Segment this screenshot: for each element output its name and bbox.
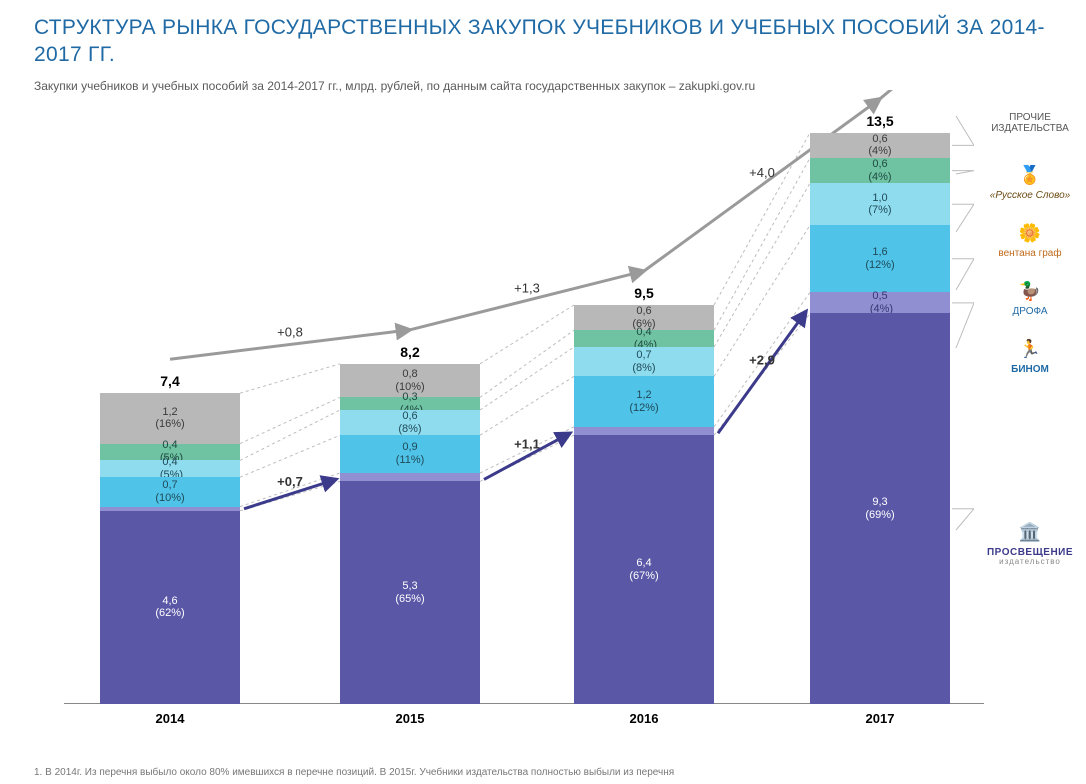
legend-item-binom: 🏃БИНОМ [982,326,1078,384]
segment-value: 0,4 [162,456,177,469]
x-axis-label: 2014 [100,711,240,726]
bar-2017: 0,6(4%)0,6(4%)1,0(7%)1,6(12%)0,5(4%)9,3(… [810,133,950,704]
drofa-icon: 🦆 [1010,278,1050,306]
segment-russkoe_slovo: 0,4(4%) [574,330,714,347]
x-axis-label: 2015 [340,711,480,726]
segment-value: 9,3 [872,496,887,509]
segment-value: 0,3 [402,391,417,404]
binom-icon: 🏃 [1010,336,1050,364]
segment-percent: (65%) [395,593,424,606]
segment-percent: (12%) [865,259,894,272]
stacked-bar-chart: +0,7+1,1+2,9+0,8+1,3+4,0 1,2(16%)0,4(5%)… [34,90,974,730]
legend-item-russkoe_slovo: 🏅«Русское Слово» [982,152,1078,210]
segment-prosveschenie: 6,4(67%) [574,435,714,704]
segment-percent: (16%) [155,418,184,431]
legend-item-other: ПРОЧИЕ ИЗДАТЕЛЬСТВА [982,94,1078,152]
legend-label: вентана граф [998,248,1061,259]
segment-value: 0,6 [872,133,887,146]
segment-value: 6,4 [636,557,651,570]
bar-total: 7,4 [100,373,240,389]
segment-drofa: 0,9(11%) [340,435,480,473]
x-axis-label: 2017 [810,711,950,726]
segment-value: 0,4 [162,439,177,452]
legend-label: ПРОЧИЕ ИЗДАТЕЛЬСТВА [982,112,1078,134]
segment-value: 1,2 [636,389,651,402]
ventana-icon: 🌼 [1010,220,1050,248]
russkoe_slovo-icon: 🏅 [1010,162,1050,190]
segment-value: 0,8 [402,368,417,381]
segment-percent: (11%) [396,454,425,467]
segment-value: 0,6 [872,158,887,171]
bar-total: 9,5 [574,285,714,301]
segment-value: 0,7 [162,479,177,492]
segment-drofa: 0,7(10%) [100,477,240,506]
segment-percent: (67%) [629,570,658,583]
bar-stack: 0,6(4%)0,6(4%)1,0(7%)1,6(12%)0,5(4%)9,3(… [810,133,950,704]
segment-value: 4,6 [162,595,177,608]
segment-binom [340,473,480,481]
legend-label: БИНОМ [1011,364,1049,375]
segment-prosveschenie: 5,3(65%) [340,481,480,704]
svg-text:+2,9: +2,9 [749,352,775,367]
svg-text:+1,3: +1,3 [514,280,540,295]
segment-prosveschenie: 4,6(62%) [100,511,240,704]
segment-value: 0,6 [402,410,417,423]
chart-title: СТРУКТУРА РЫНКА ГОСУДАРСТВЕННЫХ ЗАКУПОК … [0,0,1086,73]
segment-percent: (4%) [868,171,891,184]
segment-value: 5,3 [402,580,417,593]
legend: ПРОЧИЕ ИЗДАТЕЛЬСТВА🏅«Русское Слово»🌼вент… [982,94,1078,384]
segment-percent: (8%) [632,362,655,375]
legend-label: «Русское Слово» [990,190,1070,201]
segment-value: 0,9 [402,441,417,454]
bar-2015: 0,8(10%)0,3(4%)0,6(8%)0,9(11%)5,3(65%)8,… [340,364,480,704]
segment-value: 0,7 [636,349,651,362]
x-axis-label: 2016 [574,711,714,726]
legend-sublabel: издательство [999,558,1061,567]
segment-ventana: 0,7(8%) [574,347,714,376]
segment-russkoe_slovo: 0,3(4%) [340,397,480,410]
svg-text:+0,8: +0,8 [277,325,303,340]
svg-text:+4,0: +4,0 [749,165,775,180]
footnote: 1. В 2014г. Из перечня выбыло около 80% … [34,767,674,778]
segment-value: 0,6 [636,305,651,318]
segment-value: 0,5 [872,290,887,303]
segment-value: 1,6 [872,246,887,259]
legend-item-prosveschenie: 🏛️ПРОСВЕЩЕНИЕиздательство [982,514,1078,572]
segment-ventana: 0,6(8%) [340,410,480,435]
segment-percent: (8%) [398,423,421,436]
svg-text:+0,7: +0,7 [277,474,303,489]
bar-total: 13,5 [810,113,950,129]
bar-2014: 1,2(16%)0,4(5%)0,4(5%)0,7(10%)4,6(62%)7,… [100,393,240,704]
segment-drofa: 1,6(12%) [810,225,950,292]
svg-text:+1,1: +1,1 [514,436,540,451]
segment-percent: (4%) [868,145,891,158]
bar-stack: 0,6(6%)0,4(4%)0,7(8%)1,2(12%)6,4(67%) [574,305,714,704]
legend-item-ventana: 🌼вентана граф [982,210,1078,268]
segment-binom [574,427,714,435]
segment-binom: 0,5(4%) [810,292,950,313]
segment-ventana: 0,4(5%) [100,460,240,477]
bar-2016: 0,6(6%)0,4(4%)0,7(8%)1,2(12%)6,4(67%)9,5… [574,305,714,704]
segment-percent: (7%) [868,204,891,217]
segment-other: 0,6(4%) [810,133,950,158]
segment-percent: (62%) [155,607,184,620]
segment-other: 1,2(16%) [100,393,240,443]
segment-ventana: 1,0(7%) [810,183,950,225]
prosveschenie-icon: 🏛️ [1010,519,1050,547]
segment-value: 1,0 [872,192,887,205]
legend-label: ДРОФА [1012,306,1047,317]
bar-stack: 0,8(10%)0,3(4%)0,6(8%)0,9(11%)5,3(65%) [340,364,480,704]
segment-value: 0,4 [636,326,651,339]
bar-stack: 1,2(16%)0,4(5%)0,4(5%)0,7(10%)4,6(62%) [100,393,240,704]
segment-value: 1,2 [162,406,177,419]
segment-percent: (12%) [629,402,658,415]
segment-russkoe_slovo: 0,6(4%) [810,158,950,183]
segment-drofa: 1,2(12%) [574,376,714,426]
legend-item-drofa: 🦆ДРОФА [982,268,1078,326]
segment-percent: (69%) [865,509,894,522]
segment-prosveschenie: 9,3(69%) [810,313,950,704]
segment-percent: (10%) [155,492,184,505]
bar-total: 8,2 [340,344,480,360]
